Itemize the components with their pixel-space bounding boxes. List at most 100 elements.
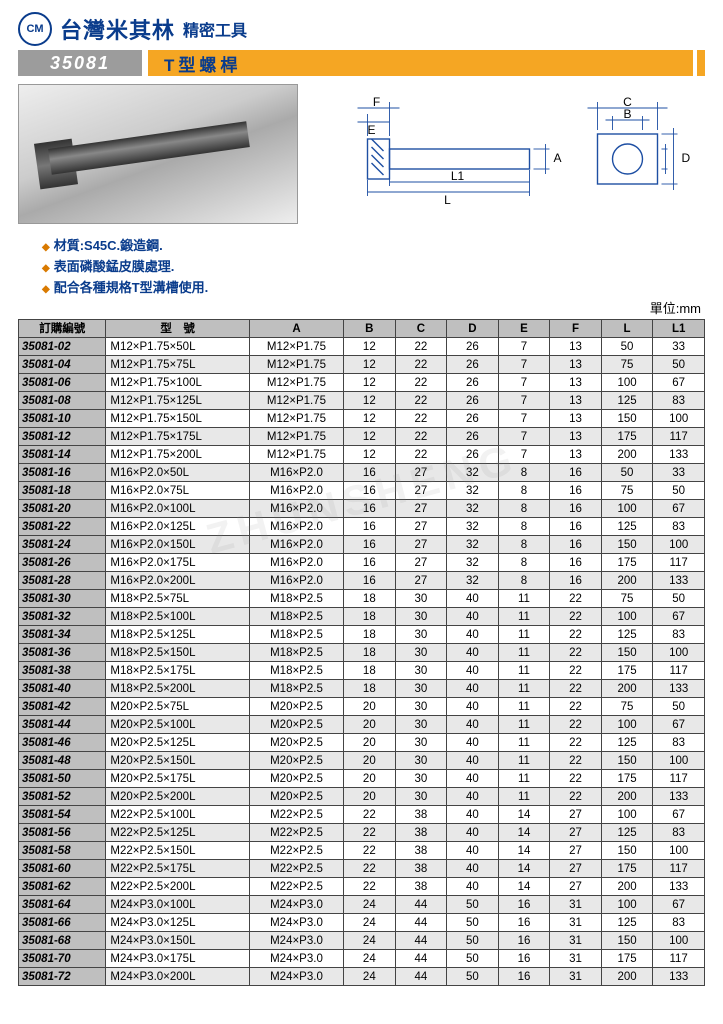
cell-l1: 83 <box>653 824 705 842</box>
dim-e: E <box>367 123 375 137</box>
cell-b: 24 <box>344 932 396 950</box>
cell-l1: 100 <box>653 644 705 662</box>
cell-d: 40 <box>447 860 499 878</box>
cell-partno: 35081-28 <box>19 572 106 590</box>
cell-partno: 35081-06 <box>19 374 106 392</box>
cell-b: 22 <box>344 878 396 896</box>
cell-l: 50 <box>601 338 653 356</box>
cell-a: M20×P2.5 <box>249 788 343 806</box>
cell-b: 18 <box>344 590 396 608</box>
cell-l1: 67 <box>653 500 705 518</box>
table-row: 35081-22M16×P2.0×125LM16×P2.016273281612… <box>19 518 705 536</box>
cell-l1: 100 <box>653 410 705 428</box>
cell-model: M12×P1.75×150L <box>106 410 249 428</box>
cell-l1: 133 <box>653 446 705 464</box>
cell-a: M20×P2.5 <box>249 698 343 716</box>
cell-d: 32 <box>447 572 499 590</box>
cell-d: 40 <box>447 626 499 644</box>
cell-partno: 35081-50 <box>19 770 106 788</box>
cell-b: 18 <box>344 662 396 680</box>
cell-b: 22 <box>344 860 396 878</box>
cell-l: 125 <box>601 734 653 752</box>
cell-c: 22 <box>395 446 447 464</box>
cell-b: 12 <box>344 410 396 428</box>
cell-partno: 35081-24 <box>19 536 106 554</box>
cell-a: M16×P2.0 <box>249 554 343 572</box>
cell-e: 11 <box>498 590 550 608</box>
cell-b: 24 <box>344 950 396 968</box>
cell-b: 22 <box>344 824 396 842</box>
cell-l: 75 <box>601 698 653 716</box>
cell-l: 50 <box>601 464 653 482</box>
cell-c: 30 <box>395 698 447 716</box>
cell-f: 31 <box>550 968 602 986</box>
col-model: 型 號 <box>106 320 249 338</box>
cell-l: 100 <box>601 716 653 734</box>
cell-c: 27 <box>395 554 447 572</box>
cell-partno: 35081-64 <box>19 896 106 914</box>
cell-c: 22 <box>395 428 447 446</box>
cell-model: M22×P2.5×150L <box>106 842 249 860</box>
feature-item: 表面磷酸錳皮膜處理. <box>42 256 705 275</box>
cell-a: M24×P3.0 <box>249 968 343 986</box>
cell-f: 22 <box>550 680 602 698</box>
cell-b: 16 <box>344 482 396 500</box>
cell-model: M12×P1.75×50L <box>106 338 249 356</box>
cell-d: 40 <box>447 734 499 752</box>
cell-d: 26 <box>447 374 499 392</box>
cell-a: M12×P1.75 <box>249 410 343 428</box>
cell-partno: 35081-16 <box>19 464 106 482</box>
cell-partno: 35081-08 <box>19 392 106 410</box>
cell-model: M20×P2.5×175L <box>106 770 249 788</box>
table-row: 35081-40M18×P2.5×200LM18×P2.518304011222… <box>19 680 705 698</box>
cell-f: 22 <box>550 644 602 662</box>
cell-model: M20×P2.5×125L <box>106 734 249 752</box>
cell-model: M24×P3.0×150L <box>106 932 249 950</box>
cell-model: M24×P3.0×100L <box>106 896 249 914</box>
col-l: L <box>601 320 653 338</box>
cell-d: 32 <box>447 536 499 554</box>
cell-f: 31 <box>550 914 602 932</box>
cell-e: 8 <box>498 518 550 536</box>
feature-item: 配合各種規格T型溝槽使用. <box>42 277 705 296</box>
cell-c: 30 <box>395 608 447 626</box>
cell-f: 27 <box>550 824 602 842</box>
cell-a: M16×P2.0 <box>249 500 343 518</box>
cell-l1: 83 <box>653 392 705 410</box>
cell-l: 150 <box>601 410 653 428</box>
dim-a: A <box>554 151 562 165</box>
cell-l: 175 <box>601 950 653 968</box>
cell-d: 32 <box>447 464 499 482</box>
cell-f: 13 <box>550 338 602 356</box>
cell-e: 14 <box>498 806 550 824</box>
figure-row: F E L1 L C B D A <box>18 84 705 229</box>
cell-c: 27 <box>395 518 447 536</box>
cell-e: 11 <box>498 734 550 752</box>
col-a: A <box>249 320 343 338</box>
cell-l1: 50 <box>653 482 705 500</box>
cell-a: M24×P3.0 <box>249 950 343 968</box>
table-row: 35081-70M24×P3.0×175LM24×P3.024445016311… <box>19 950 705 968</box>
cell-c: 30 <box>395 680 447 698</box>
col-partno: 訂購編號 <box>19 320 106 338</box>
cell-b: 20 <box>344 752 396 770</box>
cell-l1: 67 <box>653 608 705 626</box>
cell-f: 16 <box>550 572 602 590</box>
cell-a: M20×P2.5 <box>249 734 343 752</box>
cell-c: 22 <box>395 374 447 392</box>
cell-c: 38 <box>395 824 447 842</box>
cell-f: 27 <box>550 860 602 878</box>
cell-d: 40 <box>447 878 499 896</box>
cell-e: 14 <box>498 860 550 878</box>
cell-b: 24 <box>344 968 396 986</box>
cell-e: 8 <box>498 554 550 572</box>
cell-l: 125 <box>601 914 653 932</box>
cell-l: 150 <box>601 932 653 950</box>
cell-c: 30 <box>395 626 447 644</box>
brand-header: CM 台灣米其林 精密工具 <box>18 12 705 46</box>
cell-b: 18 <box>344 626 396 644</box>
cell-l1: 117 <box>653 662 705 680</box>
cell-c: 27 <box>395 536 447 554</box>
table-row: 35081-58M22×P2.5×150LM22×P2.522384014271… <box>19 842 705 860</box>
table-row: 35081-18M16×P2.0×75LM16×P2.0162732816755… <box>19 482 705 500</box>
